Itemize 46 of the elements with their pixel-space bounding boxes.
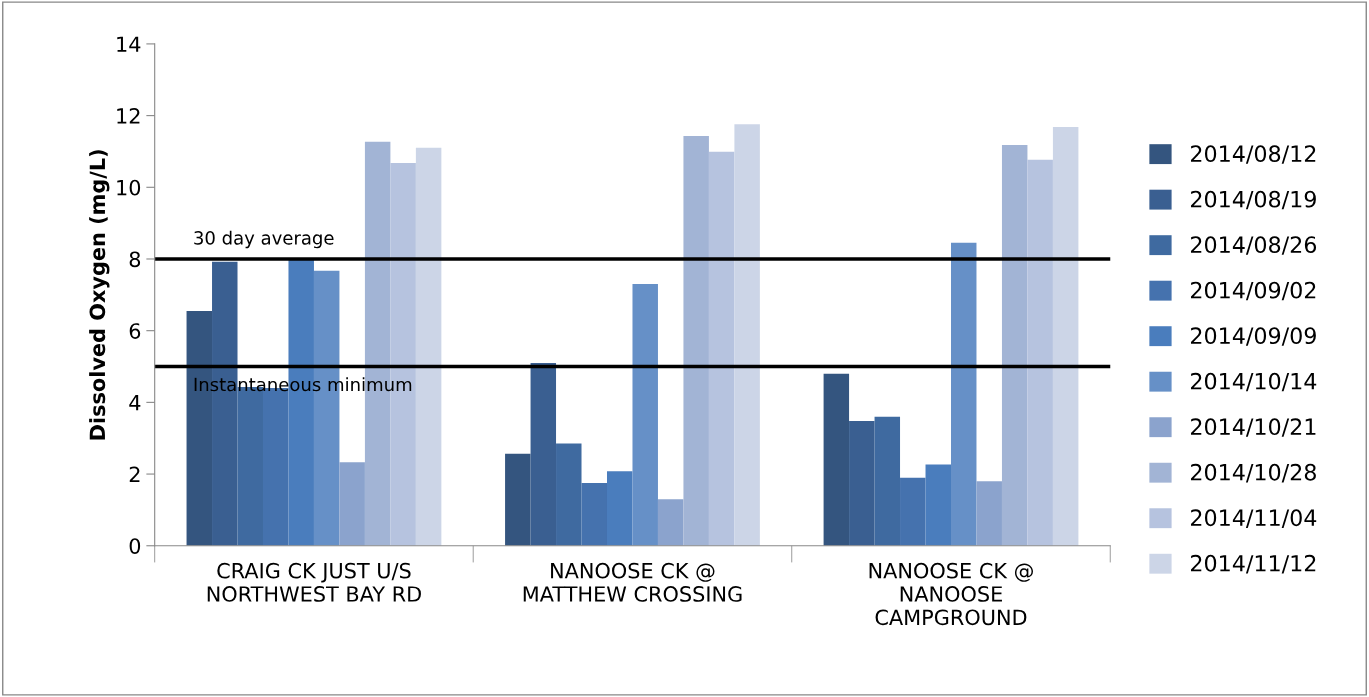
bar — [505, 453, 531, 546]
bar — [951, 242, 977, 546]
legend-label: 2014/11/12 — [1191, 554, 1316, 574]
bar — [556, 443, 582, 546]
bar — [657, 499, 684, 546]
legend-label: 2014/10/14 — [1191, 372, 1317, 392]
legend-label: 2014/08/19 — [1191, 190, 1316, 210]
bar — [925, 464, 951, 546]
y-tick-label: 12 — [117, 108, 140, 124]
y-tick-label: 4 — [129, 395, 141, 411]
legend-label: 2014/10/28 — [1191, 463, 1316, 483]
y-tick-label: 6 — [129, 323, 141, 339]
ref-line-label: 30 day average — [194, 230, 334, 249]
legend-label: 2014/09/02 — [1191, 281, 1316, 301]
bar — [530, 362, 557, 546]
bar — [708, 151, 735, 546]
bar — [874, 416, 901, 546]
legend-label: 2014/08/12 — [1191, 145, 1316, 164]
x-tick-label: NANOOSE CK @ MATTHEW CROSSING — [523, 562, 742, 602]
bar — [1052, 127, 1079, 546]
legend-label: 2014/08/26 — [1191, 236, 1317, 255]
y-tick-label: 0 — [129, 538, 141, 554]
bar — [339, 462, 365, 546]
y-tick-label: 14 — [117, 36, 141, 52]
bar — [683, 136, 709, 546]
bar — [976, 481, 1002, 546]
x-tick-label: CRAIG CK JUST U/S NORTHWEST BAY RD — [207, 562, 421, 602]
y-tick-label: 8 — [129, 251, 141, 268]
x-tick-label: NANOOSE CK @ NANOOSE CAMPGROUND — [869, 562, 1033, 626]
y-tick-label: 10 — [117, 179, 141, 196]
bar — [900, 477, 926, 546]
bar — [1001, 145, 1028, 546]
y-axis-title: Dissolved Oxygen (mg/L) — [89, 150, 110, 440]
legend-label: 2014/11/04 — [1191, 509, 1317, 528]
legend-label: 2014/10/21 — [1191, 418, 1316, 437]
bar — [823, 373, 850, 546]
bar — [581, 483, 607, 546]
bar — [607, 471, 633, 546]
legend-label: 2014/09/09 — [1191, 327, 1316, 346]
bar — [632, 284, 658, 546]
bar — [734, 124, 760, 546]
bar — [849, 421, 875, 546]
bar — [415, 147, 442, 546]
ref-line-label: Instantaneous minimum — [194, 377, 412, 392]
y-tick-label: 2 — [129, 466, 140, 482]
bar — [1027, 159, 1053, 546]
